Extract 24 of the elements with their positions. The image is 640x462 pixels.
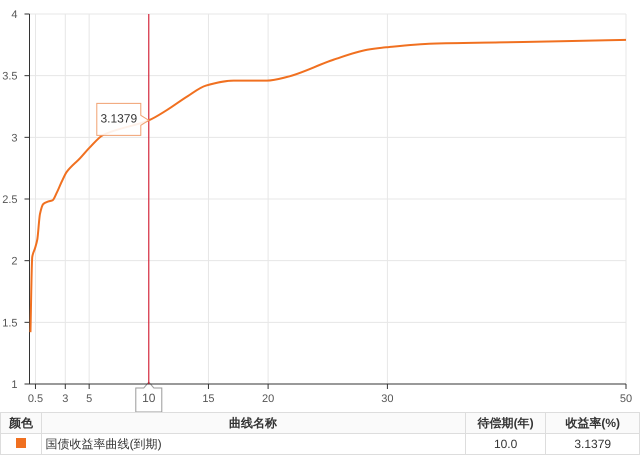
line-series [29, 38, 627, 334]
legend-label: 国债收益率曲线(到期) [41, 434, 466, 454]
y-tick-label: 3 [11, 132, 18, 144]
y-tick-label: 1.5 [2, 317, 18, 330]
y-tick-label: 2.5 [2, 194, 18, 206]
x-tick-label: 15 [202, 393, 215, 405]
text: 待偿期(年) [465, 412, 546, 434]
text: 曲线名称 [41, 412, 466, 434]
text: 3.1379 [546, 434, 640, 454]
x-tick-label: 0.5 [28, 393, 44, 405]
text: 颜色 [0, 412, 42, 434]
y-tick-label: 1 [11, 379, 18, 391]
text: 收益率(%) [546, 412, 640, 434]
y-tick-label: 4 [11, 9, 18, 21]
y-tick-label: 2 [11, 256, 18, 268]
x-tick-label: 3 [62, 393, 68, 405]
x-tick-label: 50 [620, 393, 632, 405]
annotation: 3.1379 [100, 111, 138, 126]
x-tick-label: 5 [86, 393, 92, 405]
text: 10.0 [465, 434, 546, 454]
x-tick-label: 20 [262, 393, 274, 405]
x-tick-label: 30 [381, 393, 394, 405]
y-tick-label: 3.5 [2, 70, 18, 83]
x-tick-label: 10 [142, 391, 156, 405]
